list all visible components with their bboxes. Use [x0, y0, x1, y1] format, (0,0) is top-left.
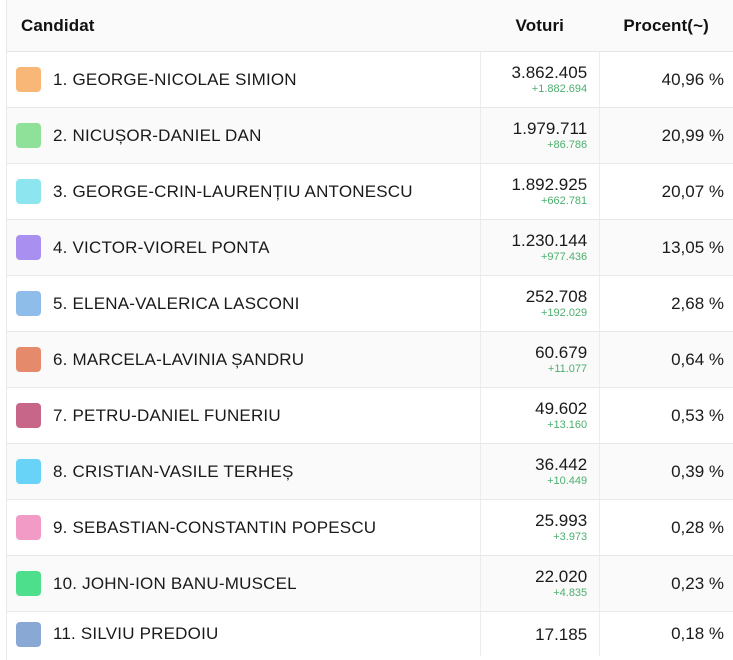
table-row[interactable]: 1. GEORGE-NICOLAE SIMION 3.862.405 +1.882.…	[7, 52, 733, 108]
vote-delta: +10.449	[547, 475, 588, 487]
vote-percent: 2,68 %	[671, 293, 724, 313]
table-row[interactable]: 10. JOHN-ION BANU-MUSCEL 22.020 +4.835 0,23…	[7, 556, 733, 612]
results-table: Candidat Voturi Procent(~) 1. GEORGE-NIC…	[6, 0, 733, 660]
candidate-name: 1. GEORGE-NICOLAE SIMION	[53, 69, 297, 89]
candidate-color-swatch	[16, 235, 41, 260]
vote-delta: +3.973	[553, 531, 588, 543]
table-row[interactable]: 3. GEORGE-CRIN-LAURENȚIU ANTONESCU 1.892.…	[7, 164, 733, 220]
vote-count: 49.602	[535, 399, 588, 418]
vote-delta: +4.835	[553, 587, 588, 599]
vote-delta: +1.882.694	[531, 83, 588, 95]
vote-delta: +11.077	[547, 363, 588, 375]
table-row[interactable]: 4. VICTOR-VIOREL PONTA 1.230.144 +977.436 1…	[7, 220, 733, 276]
candidate-color-swatch	[16, 403, 41, 428]
vote-count: 1.979.711	[512, 119, 588, 138]
candidate-color-swatch	[16, 291, 41, 316]
vote-percent: 20,07 %	[661, 181, 724, 201]
candidate-name: 8. CRISTIAN-VASILE TERHEȘ	[53, 461, 294, 481]
candidate-color-swatch	[16, 67, 41, 92]
candidate-color-swatch	[16, 179, 41, 204]
candidate-name: 2. NICUȘOR-DANIEL DAN	[53, 125, 262, 145]
vote-count: 36.442	[535, 455, 588, 474]
table-row[interactable]: 9. SEBASTIAN-CONSTANTIN POPESCU 25.993 +3.…	[7, 500, 733, 556]
header-votes[interactable]: Voturi	[515, 15, 564, 35]
vote-count: 3.862.405	[511, 63, 588, 82]
candidate-color-swatch	[16, 347, 41, 372]
table-row[interactable]: 7. PETRU-DANIEL FUNERIU 49.602 +13.160 0,53…	[7, 388, 733, 444]
vote-delta: +977.436	[540, 251, 588, 263]
candidate-name: 7. PETRU-DANIEL FUNERIU	[53, 405, 281, 425]
vote-count: 25.993	[535, 511, 588, 530]
candidate-name: 5. ELENA-VALERICA LASCONI	[53, 293, 300, 313]
header-percent[interactable]: Procent(~)	[623, 15, 709, 35]
table-row[interactable]: 5. ELENA-VALERICA LASCONI 252.708 +192.029…	[7, 276, 733, 332]
candidate-name: 6. MARCELA-LAVINIA ȘANDRU	[53, 349, 305, 369]
vote-percent: 0,18 %	[671, 624, 724, 643]
candidate-color-swatch	[16, 571, 41, 596]
table-row[interactable]: 6. MARCELA-LAVINIA ȘANDRU 60.679 +11.077 0,…	[7, 332, 733, 388]
vote-delta: +86.786	[547, 139, 588, 151]
vote-count: 17.185	[535, 624, 588, 644]
candidate-name: 9. SEBASTIAN-CONSTANTIN POPESCU	[53, 517, 377, 537]
vote-count: 1.892.925	[511, 175, 588, 194]
vote-percent: 40,96 %	[661, 69, 724, 89]
table-row[interactable]: 11. SILVIU PREDOIU 17.185 0,18 %	[7, 612, 733, 656]
candidate-color-swatch	[16, 621, 41, 647]
vote-count: 252.708	[525, 287, 588, 306]
candidate-color-swatch	[16, 123, 41, 148]
table-header: Candidat Voturi Procent(~)	[7, 0, 733, 52]
header-candidate[interactable]: Candidat	[21, 15, 95, 35]
vote-percent: 0,28 %	[671, 517, 724, 537]
candidate-name: 4. VICTOR-VIOREL PONTA	[53, 237, 270, 257]
candidate-name: 10. JOHN-ION BANU-MUSCEL	[53, 573, 297, 593]
vote-percent: 0,53 %	[671, 405, 724, 425]
candidate-color-swatch	[16, 459, 41, 484]
candidate-name: 11. SILVIU PREDOIU	[53, 624, 219, 643]
vote-delta: +13.160	[547, 419, 588, 431]
vote-percent: 0,39 %	[671, 461, 724, 481]
candidate-color-swatch	[16, 515, 41, 540]
vote-delta: +662.781	[540, 195, 588, 207]
table-row[interactable]: 8. CRISTIAN-VASILE TERHEȘ 36.442 +10.449 0,…	[7, 444, 733, 500]
vote-count: 1.230.144	[511, 231, 588, 250]
vote-percent: 0,64 %	[671, 349, 724, 369]
table-row[interactable]: 2. NICUȘOR-DANIEL DAN 1.979.711 +86.786 20,…	[7, 108, 733, 164]
vote-percent: 13,05 %	[661, 237, 724, 257]
vote-count: 22.020	[535, 567, 588, 586]
vote-delta: +192.029	[540, 307, 588, 319]
vote-percent: 20,99 %	[661, 125, 724, 145]
vote-count: 60.679	[535, 343, 588, 362]
candidate-name: 3. GEORGE-CRIN-LAURENȚIU ANTONESCU	[53, 181, 413, 201]
vote-percent: 0,23 %	[671, 573, 724, 593]
